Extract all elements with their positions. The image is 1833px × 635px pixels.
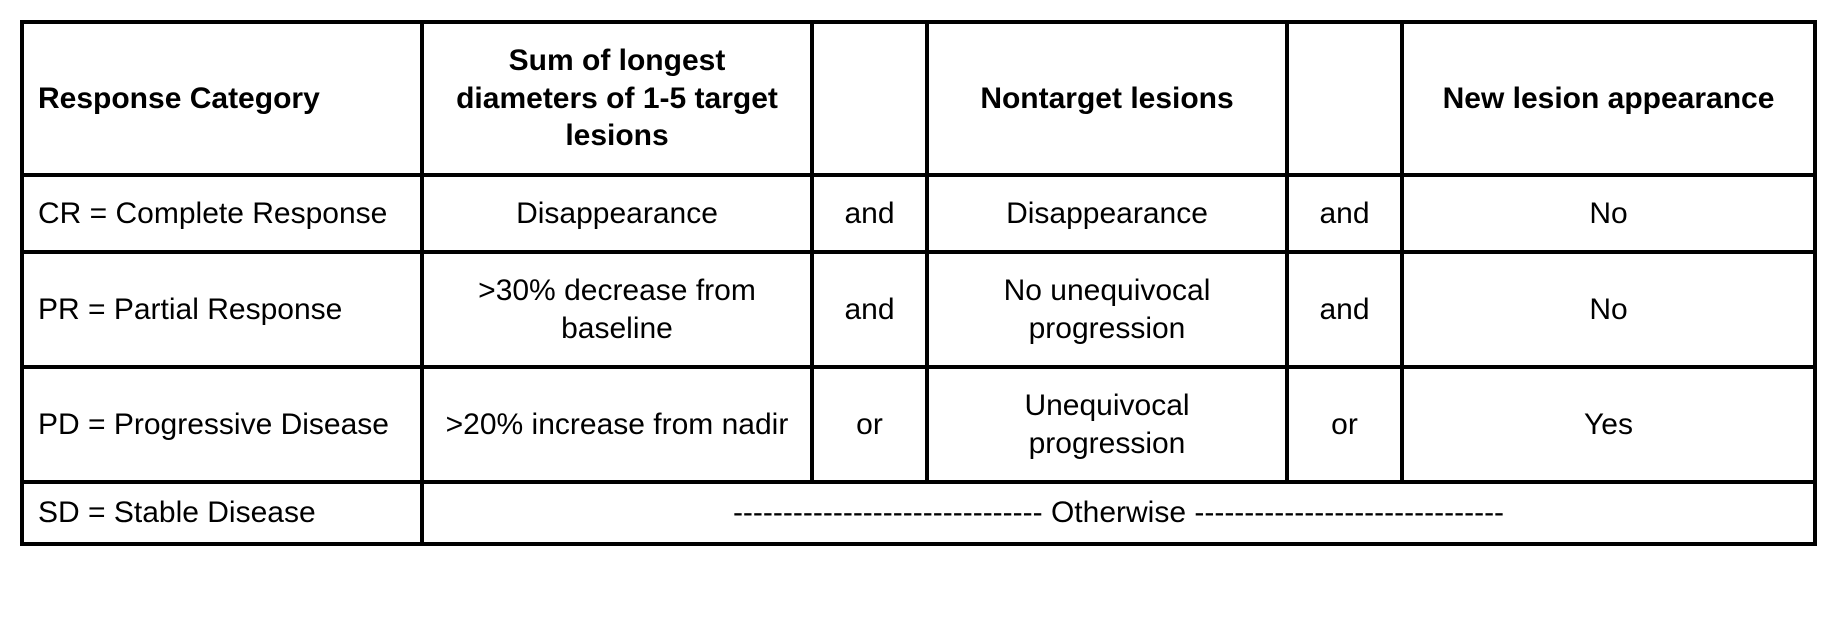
- cell-op2: or: [1287, 367, 1402, 482]
- table-row: PR = Partial Response >30% decrease from…: [22, 252, 1815, 367]
- table-header-row: Response Category Sum of longest diamete…: [22, 22, 1815, 175]
- cell-op2: and: [1287, 175, 1402, 253]
- cell-target: Disappearance: [422, 175, 812, 253]
- cell-nontarget: Unequivocal progression: [927, 367, 1287, 482]
- cell-category: CR = Complete Response: [22, 175, 422, 253]
- response-criteria-table: Response Category Sum of longest diamete…: [20, 20, 1817, 546]
- cell-op1: and: [812, 175, 927, 253]
- cell-category: SD = Stable Disease: [22, 482, 422, 544]
- cell-op2: and: [1287, 252, 1402, 367]
- cell-nontarget: Disappearance: [927, 175, 1287, 253]
- cell-newlesion: Yes: [1402, 367, 1815, 482]
- col-header-target: Sum of longest diameters of 1-5 target l…: [422, 22, 812, 175]
- cell-op1: or: [812, 367, 927, 482]
- cell-target: >30% decrease from baseline: [422, 252, 812, 367]
- col-header-op2: [1287, 22, 1402, 175]
- col-header-nontarget: Nontarget lesions: [927, 22, 1287, 175]
- cell-newlesion: No: [1402, 252, 1815, 367]
- table-row: PD = Progressive Disease >20% increase f…: [22, 367, 1815, 482]
- col-header-op1: [812, 22, 927, 175]
- cell-target: >20% increase from nadir: [422, 367, 812, 482]
- cell-op1: and: [812, 252, 927, 367]
- cell-category: PR = Partial Response: [22, 252, 422, 367]
- table-row-footer: SD = Stable Disease --------------------…: [22, 482, 1815, 544]
- table-row: CR = Complete Response Disappearance and…: [22, 175, 1815, 253]
- cell-category: PD = Progressive Disease: [22, 367, 422, 482]
- col-header-newlesion: New lesion appearance: [1402, 22, 1815, 175]
- cell-otherwise: ------------------------------- Otherwis…: [422, 482, 1815, 544]
- col-header-category: Response Category: [22, 22, 422, 175]
- cell-newlesion: No: [1402, 175, 1815, 253]
- cell-nontarget: No unequivocal progression: [927, 252, 1287, 367]
